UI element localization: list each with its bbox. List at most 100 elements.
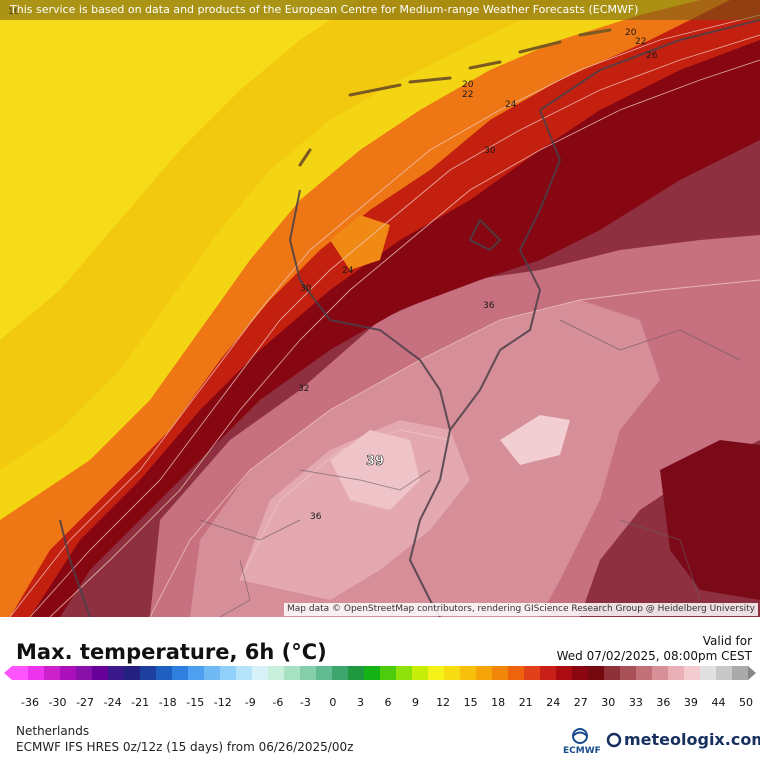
scale-cell: [396, 666, 413, 680]
scale-tick-label: 30: [601, 696, 616, 709]
scale-tick-label: 3: [356, 696, 364, 709]
scale-cell: [172, 666, 189, 680]
contour-label: 22: [462, 90, 473, 100]
color-scale-bar: [4, 666, 756, 680]
meteologix-brand[interactable]: meteologix.com: [624, 730, 760, 749]
scale-tick-label: 6: [384, 696, 392, 709]
scale-cell: [44, 666, 61, 680]
scale-right-arrow: [748, 666, 756, 680]
scale-cell: [220, 666, 237, 680]
contour-label: 32: [298, 384, 309, 394]
meteologix-logo-icon: [606, 732, 622, 748]
scale-cells: [12, 666, 749, 680]
scale-cell: [156, 666, 173, 680]
max-value-label: 39: [366, 454, 384, 469]
chart-title: Max. temperature, 6h (°C): [16, 640, 327, 664]
scale-cell: [460, 666, 477, 680]
scale-tick-label: 36: [656, 696, 671, 709]
scale-cell: [332, 666, 349, 680]
scale-cell: [364, 666, 381, 680]
scale-cell: [92, 666, 109, 680]
scale-tick-label: -18: [158, 696, 177, 709]
scale-cell: [700, 666, 717, 680]
scale-left-arrow: [4, 666, 12, 680]
red-band: [0, 0, 760, 617]
scale-cell: [316, 666, 333, 680]
scale-cell: [636, 666, 653, 680]
country-borders: [59, 19, 760, 617]
scale-cell: [716, 666, 733, 680]
scale-cell: [204, 666, 221, 680]
ecmwf-label: ECMWF: [563, 746, 601, 756]
scale-cell: [60, 666, 77, 680]
scale-cell: [76, 666, 93, 680]
scale-tick-label: 39: [683, 696, 698, 709]
scale-tick-label: -21: [131, 696, 150, 709]
scale-tick-label: -36: [21, 696, 39, 709]
scale-cell: [732, 666, 749, 680]
hot-core-east: [500, 415, 570, 465]
scale-cell: [604, 666, 621, 680]
scale-tick-label: 15: [463, 696, 478, 709]
scale-cell: [268, 666, 285, 680]
scale-tick-label: -9: [244, 696, 256, 709]
scale-cell: [492, 666, 509, 680]
scale-tick-label: -30: [48, 696, 67, 709]
region-borders: [199, 319, 741, 617]
scale-cell: [140, 666, 157, 680]
scale-tick-label: 27: [573, 696, 588, 709]
hot-core: [330, 430, 420, 510]
scale-tick-label: 12: [436, 696, 451, 709]
region-name: Netherlands: [16, 724, 90, 738]
yellow-sea-far: [0, 0, 360, 340]
map-view[interactable]: 20 22 26 20 22 24 30 24 30 36 32 39 36 1…: [0, 0, 760, 617]
scale-tick-label: 44: [711, 696, 726, 709]
contour-label: 26: [646, 51, 658, 61]
scale-cell: [652, 666, 669, 680]
scale-cell: [524, 666, 541, 680]
scale-cell: [348, 666, 365, 680]
isotherm-lines: [9, 14, 760, 617]
scale-tick-label: -3: [299, 696, 311, 709]
valid-date: Wed 07/02/2025, 08:00pm CEST: [556, 649, 752, 663]
orange-plume: [330, 215, 390, 270]
coast-dashes: [298, 28, 612, 167]
scale-cell: [28, 666, 45, 680]
scale-cell: [252, 666, 269, 680]
scale-tick-label: -24: [103, 696, 122, 709]
scale-tick-label: 24: [546, 696, 561, 709]
scale-cell: [668, 666, 685, 680]
scale-tick-label: -6: [272, 696, 284, 709]
scale-tick-label: 33: [628, 696, 643, 709]
scale-tick-label: -12: [213, 696, 232, 709]
scale-cell: [12, 666, 29, 680]
contour-label: 36: [483, 301, 495, 311]
map-attribution[interactable]: Map data © OpenStreetMap contributors, r…: [284, 603, 758, 616]
contour-label: 20: [625, 28, 637, 38]
scale-tick-label: -15: [186, 696, 205, 709]
scale-cell: [476, 666, 493, 680]
scale-cell: [444, 666, 461, 680]
scale-cell: [188, 666, 205, 680]
ecmwf-logo-icon: [572, 728, 588, 744]
contour-label: 36: [310, 512, 322, 522]
legend-footer: [0, 617, 760, 760]
scale-tick-label: 9: [412, 696, 420, 709]
model-info: ECMWF IFS HRES 0z/12z (15 days) from 06/…: [16, 740, 354, 754]
dark-red-band: [0, 10, 760, 617]
contour-label: 22: [635, 37, 646, 47]
scale-cell: [508, 666, 525, 680]
scale-cell: [588, 666, 605, 680]
scale-tick-label: 21: [518, 696, 533, 709]
scale-cell: [556, 666, 573, 680]
scale-cell: [380, 666, 397, 680]
scale-tick-label: 50: [739, 696, 753, 709]
scale-cell: [124, 666, 141, 680]
scale-tick-label: -27: [76, 696, 95, 709]
contour-label: 24: [505, 100, 517, 110]
contour-label: 20: [462, 80, 474, 90]
scale-cell: [428, 666, 445, 680]
valid-label: Valid for: [702, 634, 752, 648]
scale-cell: [236, 666, 253, 680]
scale-cell: [412, 666, 429, 680]
